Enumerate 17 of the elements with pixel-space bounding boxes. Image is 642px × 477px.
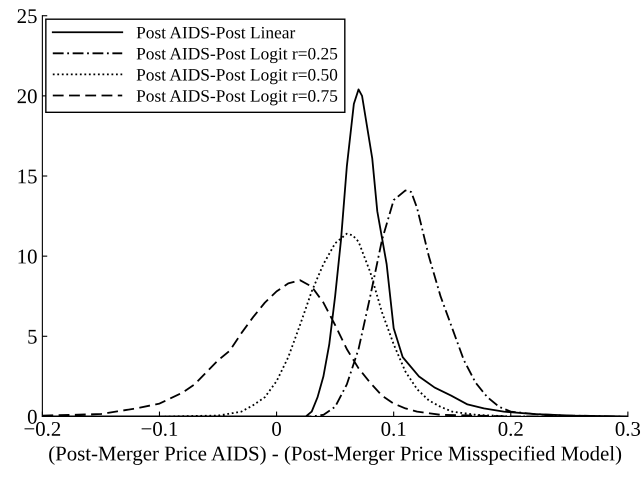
x-axis-title: (Post-Merger Price AIDS) - (Post-Merger Price Misspecified Model) [49, 446, 622, 465]
x-tick-label: −0.2 [24, 422, 60, 436]
y-tick-label: 15 [18, 169, 37, 184]
y-tick-label: 10 [18, 250, 37, 264]
x-tick-label: 0.3 [616, 422, 640, 436]
x-tick-label: −0.1 [142, 422, 178, 436]
y-tick-label: 20 [18, 89, 37, 104]
legend-label: Post AIDS-Post Linear [136, 26, 296, 38]
y-tick-label: 5 [28, 330, 37, 344]
y-tick-label: 25 [18, 9, 37, 24]
y-tick-label: 0 [28, 410, 37, 424]
x-tick-label: 0 [272, 422, 281, 436]
x-tick-label: 0.1 [381, 422, 406, 436]
legend-label: Post AIDS-Post Logit r=0.75 [136, 90, 338, 106]
legend-label: Post AIDS-Post Logit r=0.25 [136, 48, 338, 64]
legend-label: Post AIDS-Post Logit r=0.50 [136, 68, 338, 84]
x-tick-label: 0.2 [498, 422, 523, 436]
